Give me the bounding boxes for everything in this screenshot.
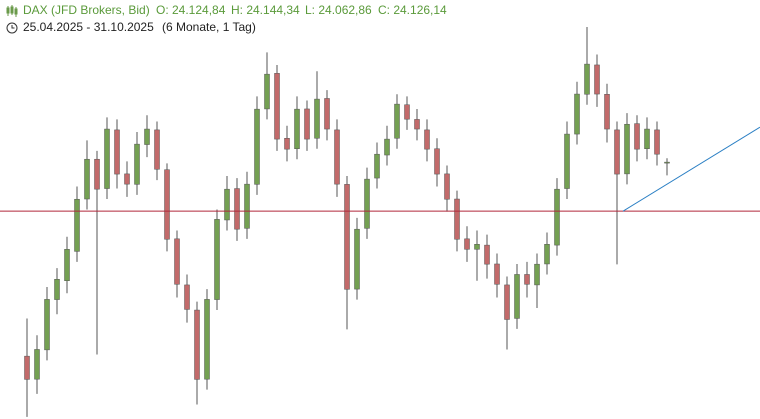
candle-body [444, 173, 450, 200]
candle-body [254, 108, 260, 185]
period: (6 Monate, 1 Tag) [162, 20, 256, 34]
clock-hands [11, 25, 15, 29]
symbol: DAX (JFD Brokers, Bid) [23, 3, 150, 17]
candle-body [524, 274, 530, 285]
candle-body [394, 103, 400, 139]
candle-body [274, 73, 280, 140]
candle-body [534, 263, 540, 286]
candle-body [184, 284, 190, 310]
candle-body [554, 188, 560, 246]
candle-body [194, 309, 200, 380]
trend-line [622, 126, 760, 212]
candle-body [224, 188, 230, 221]
candle-body [454, 198, 460, 240]
high-label: H: 24.144,34 [231, 3, 300, 17]
candle-body [174, 238, 180, 285]
candle-body [614, 129, 620, 175]
candle-body [424, 129, 430, 150]
candle-body [284, 138, 290, 150]
candle-body [204, 299, 210, 380]
candle-body [584, 63, 590, 95]
candle-body [544, 244, 550, 265]
candle-body [494, 263, 500, 285]
candle-body [484, 244, 490, 265]
candle-body [24, 355, 30, 380]
candle-body [344, 184, 350, 290]
candle-body [154, 129, 160, 170]
candle-body [84, 158, 90, 200]
candle-body [664, 161, 670, 164]
candle-body [214, 219, 220, 300]
candle-body [624, 123, 630, 175]
candle-body [124, 173, 130, 185]
candle-body [564, 133, 570, 189]
date-range: 25.04.2025 - 31.10.2025 [23, 20, 154, 34]
candle-body [264, 73, 270, 110]
candle-body [634, 123, 640, 150]
candle-body [364, 178, 370, 229]
candle-body [514, 274, 520, 319]
open-label: O: 24.124,84 [156, 3, 226, 17]
candle-body [644, 128, 650, 149]
candle-body [74, 198, 80, 252]
candle-body [594, 64, 600, 95]
candle-body [474, 244, 480, 250]
candle-body [574, 93, 580, 135]
candle-body [54, 279, 60, 300]
candle-body [144, 128, 150, 145]
candle-body [414, 119, 420, 130]
header: DAX (JFD Brokers, Bid) O: 24.124,84 H: 2… [6, 3, 447, 34]
candle-body [384, 138, 390, 156]
low-label: L: 24.062,86 [305, 3, 372, 17]
candle-body [134, 143, 140, 185]
candle-body [104, 128, 110, 189]
candle-body [404, 104, 410, 120]
candle-body [34, 349, 40, 380]
close-label: C: 24.126,14 [378, 3, 447, 17]
candle-body [114, 129, 120, 175]
candle-body [294, 108, 300, 149]
candle-body [434, 148, 440, 175]
candle-body [314, 98, 320, 139]
candle-body [324, 98, 330, 130]
candle-body [244, 183, 250, 229]
candle-body [164, 169, 170, 240]
candle-body [334, 129, 340, 185]
candle-body [44, 299, 50, 351]
candle-body [604, 94, 610, 130]
plot-area [0, 27, 760, 417]
candle-body [94, 158, 100, 190]
candle-body [234, 188, 240, 230]
candle-body [464, 238, 470, 250]
candle-body [64, 249, 70, 281]
candle-body [654, 129, 660, 155]
candle-body [354, 228, 360, 290]
candle-body [304, 108, 310, 140]
candle-body [504, 284, 510, 320]
candle-body [374, 153, 380, 179]
symbol-icon [6, 5, 18, 17]
